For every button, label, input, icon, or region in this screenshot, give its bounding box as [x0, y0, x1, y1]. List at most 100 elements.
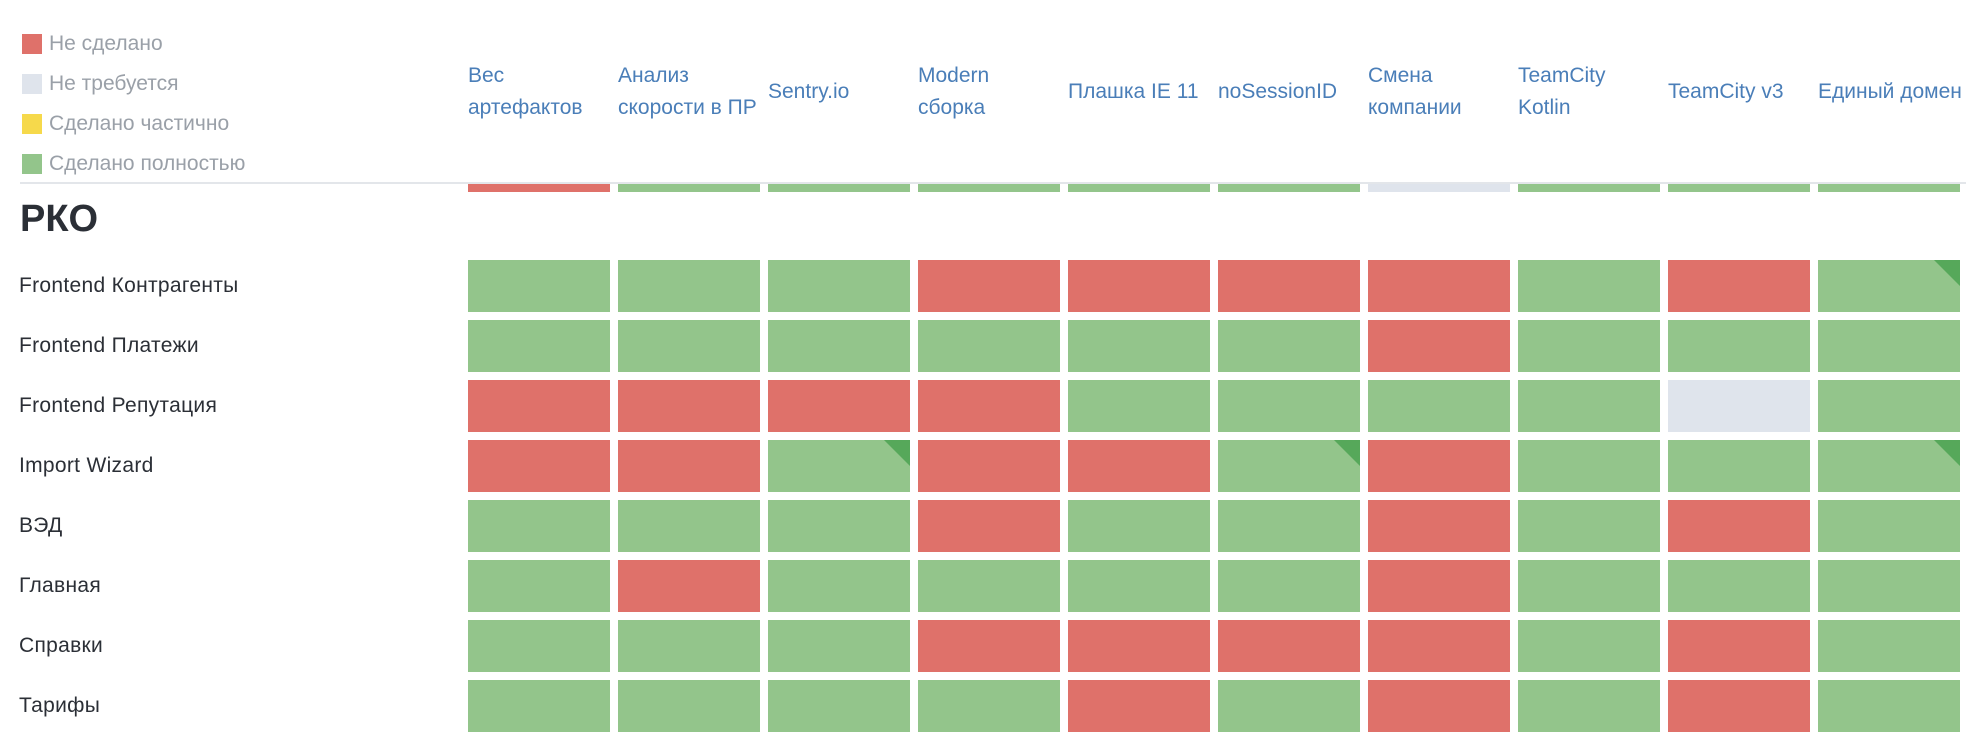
status-cell[interactable]	[1368, 620, 1510, 672]
column-header[interactable]: TeamCity Kotlin	[1518, 44, 1662, 140]
status-cell[interactable]	[618, 680, 760, 732]
status-cell[interactable]	[1368, 560, 1510, 612]
status-cell[interactable]	[1368, 320, 1510, 372]
summary-strip-cell	[918, 184, 1060, 192]
status-cell[interactable]	[1668, 320, 1810, 372]
status-cell[interactable]	[1668, 620, 1810, 672]
status-cell[interactable]	[1518, 260, 1660, 312]
status-cell[interactable]	[768, 260, 910, 312]
status-cell[interactable]	[1518, 440, 1660, 492]
column-header[interactable]: TeamCity v3	[1668, 44, 1812, 140]
status-cell[interactable]	[1518, 500, 1660, 552]
status-cell[interactable]	[918, 320, 1060, 372]
status-cell[interactable]	[1368, 500, 1510, 552]
status-cell[interactable]	[1818, 500, 1960, 552]
status-cell[interactable]	[1518, 380, 1660, 432]
column-header[interactable]: Смена компании	[1368, 44, 1512, 140]
status-cell[interactable]	[1518, 680, 1660, 732]
status-cell[interactable]	[468, 440, 610, 492]
status-cell[interactable]	[618, 560, 760, 612]
status-cell[interactable]	[1668, 500, 1810, 552]
status-cell[interactable]	[1818, 620, 1960, 672]
status-cell[interactable]	[768, 680, 910, 732]
status-cell[interactable]	[918, 260, 1060, 312]
status-cell[interactable]	[918, 680, 1060, 732]
status-cell[interactable]	[1368, 680, 1510, 732]
status-cell[interactable]	[1068, 440, 1210, 492]
status-cell[interactable]	[1218, 500, 1360, 552]
status-cell[interactable]	[1818, 260, 1960, 312]
status-cell[interactable]	[1068, 560, 1210, 612]
status-cell[interactable]	[1668, 680, 1810, 732]
status-cell[interactable]	[768, 500, 910, 552]
status-cell[interactable]	[918, 620, 1060, 672]
status-cell[interactable]	[1668, 560, 1810, 612]
status-cell[interactable]	[618, 500, 760, 552]
status-cell[interactable]	[1068, 380, 1210, 432]
status-cell[interactable]	[768, 440, 910, 492]
status-cell[interactable]	[1218, 620, 1360, 672]
status-cell[interactable]	[1818, 320, 1960, 372]
status-cell[interactable]	[468, 380, 610, 432]
status-cell[interactable]	[1668, 440, 1810, 492]
row-label: Import Wizard	[19, 454, 154, 477]
row-label: Frontend Контрагенты	[19, 274, 239, 297]
legend-label: Не сделано	[49, 32, 163, 55]
status-cell[interactable]	[918, 500, 1060, 552]
status-cell[interactable]	[468, 320, 610, 372]
column-header[interactable]: Sentry.io	[768, 44, 912, 140]
status-cell[interactable]	[918, 380, 1060, 432]
column-header[interactable]: Единый домен	[1818, 44, 1962, 140]
legend-item: Сделано частично	[22, 104, 245, 144]
status-cell[interactable]	[768, 380, 910, 432]
column-header[interactable]: Вес артефактов	[468, 44, 612, 140]
status-cell[interactable]	[468, 260, 610, 312]
status-cell[interactable]	[1218, 380, 1360, 432]
column-header[interactable]: Плашка IE 11	[1068, 44, 1212, 140]
status-cell[interactable]	[1218, 440, 1360, 492]
status-cell[interactable]	[1368, 380, 1510, 432]
status-cell[interactable]	[468, 500, 610, 552]
status-cell[interactable]	[1518, 560, 1660, 612]
status-cell[interactable]	[1818, 380, 1960, 432]
status-cell[interactable]	[618, 260, 760, 312]
status-cell[interactable]	[1818, 440, 1960, 492]
status-cell[interactable]	[618, 620, 760, 672]
status-cell[interactable]	[768, 560, 910, 612]
status-cell[interactable]	[1818, 680, 1960, 732]
status-cell[interactable]	[1368, 260, 1510, 312]
status-cell[interactable]	[918, 560, 1060, 612]
column-header-label: Анализ скорости в ПР	[618, 64, 757, 119]
status-cell[interactable]	[1068, 260, 1210, 312]
status-cell[interactable]	[1068, 500, 1210, 552]
status-cell[interactable]	[618, 440, 760, 492]
status-cell[interactable]	[1818, 560, 1960, 612]
column-header[interactable]: noSessionID	[1218, 44, 1362, 140]
status-cell[interactable]	[1218, 680, 1360, 732]
status-cell[interactable]	[618, 380, 760, 432]
column-header[interactable]: Modern сборка	[918, 44, 1062, 140]
status-cell[interactable]	[1518, 320, 1660, 372]
status-cell[interactable]	[1518, 620, 1660, 672]
summary-strip-cell	[1368, 184, 1510, 192]
status-cell[interactable]	[918, 440, 1060, 492]
status-cell[interactable]	[1218, 320, 1360, 372]
status-cell[interactable]	[1068, 320, 1210, 372]
header-divider	[20, 182, 1966, 184]
column-header[interactable]: Анализ скорости в ПР	[618, 44, 762, 140]
row-label: Frontend Репутация	[19, 394, 218, 417]
status-cell[interactable]	[468, 560, 610, 612]
status-cell[interactable]	[1218, 260, 1360, 312]
status-cell[interactable]	[1068, 680, 1210, 732]
status-cell[interactable]	[1218, 560, 1360, 612]
status-cell[interactable]	[1668, 380, 1810, 432]
status-cell[interactable]	[1068, 620, 1210, 672]
status-cell[interactable]	[1668, 260, 1810, 312]
status-cell[interactable]	[468, 680, 610, 732]
status-cell[interactable]	[1368, 440, 1510, 492]
row-label: Тарифы	[19, 694, 101, 717]
status-cell[interactable]	[768, 620, 910, 672]
status-cell[interactable]	[768, 320, 910, 372]
status-cell[interactable]	[468, 620, 610, 672]
status-cell[interactable]	[618, 320, 760, 372]
